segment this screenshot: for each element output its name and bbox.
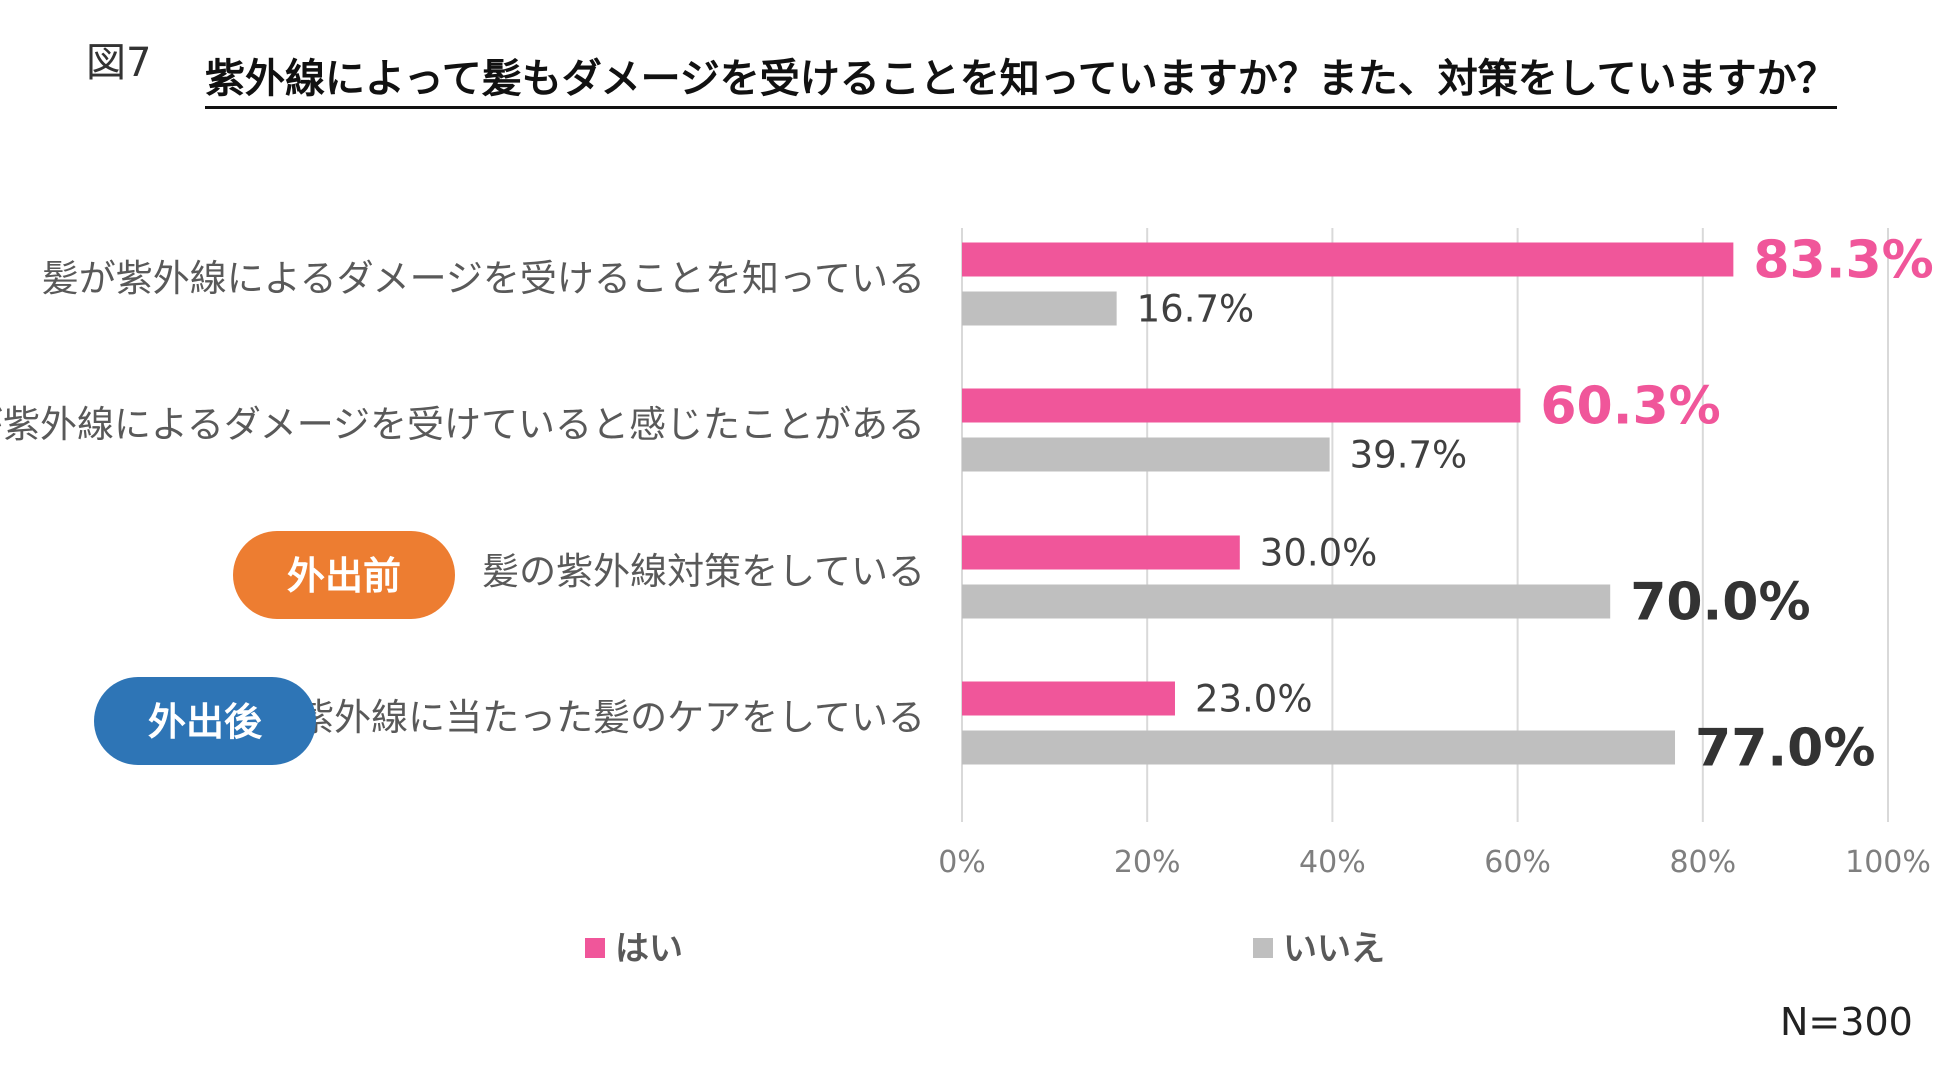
legend-no-label: いいえ	[1283, 929, 1385, 969]
tick-label-20: 20%	[1114, 845, 1181, 880]
category-label-2: 髪が紫外線によるダメージを受けていると感じたことがある	[0, 403, 925, 446]
category-label-3: 髪の紫外線対策をしている	[482, 550, 925, 593]
figure-label: 図7	[86, 40, 152, 86]
legend-yes-swatch	[585, 938, 605, 958]
chart-title: 紫外線によって髪もダメージを受けることを知っていますか？また、対策をしていますか…	[205, 46, 1837, 109]
value-label-no-1: 16.7%	[1137, 288, 1255, 331]
bars	[962, 242, 1734, 765]
tag-before-outing-label: 外出前	[287, 554, 401, 598]
value-label-yes-4: 23.0%	[1195, 678, 1313, 721]
value-label-no-3: 70.0%	[1630, 573, 1810, 633]
bar-no-3	[962, 584, 1611, 619]
tick-label-80: 80%	[1669, 845, 1736, 880]
legend-yes-label: はい	[615, 929, 683, 969]
gridlines	[961, 228, 1889, 822]
value-label-yes-2: 60.3%	[1540, 377, 1720, 437]
tick-label-0: 0%	[938, 845, 986, 880]
value-labels: 83.3% 16.7% 60.3% 39.7% 30.0% 70.0% 23.0% 77.0%	[1137, 231, 1934, 779]
bar-yes-1	[962, 242, 1734, 277]
tick-label-100: 100%	[1845, 845, 1931, 880]
value-label-no-4: 77.0%	[1695, 719, 1875, 779]
bar-yes-2	[962, 388, 1521, 423]
legend: はい いいえ	[585, 929, 1385, 969]
value-label-no-2: 39.7%	[1350, 434, 1468, 477]
sample-size-note: N=300	[1780, 1000, 1913, 1044]
category-labels: 髪が紫外線によるダメージを受けることを知っている髪が紫外線によるダメージを受けて…	[0, 257, 925, 765]
category-label-4: 紫外線に当たった髪のケアをしている	[297, 696, 925, 739]
value-label-yes-1: 83.3%	[1753, 231, 1933, 291]
bar-no-4	[962, 730, 1676, 765]
bar-yes-4	[962, 681, 1175, 716]
tag-before-outing	[233, 531, 455, 619]
value-label-yes-3: 30.0%	[1260, 532, 1378, 575]
tag-after-outing-label: 外出後	[148, 700, 263, 744]
bar-yes-3	[962, 535, 1240, 570]
x-axis-ticks: 0% 20% 40% 60% 80% 100%	[938, 845, 1931, 880]
tag-after-outing	[94, 677, 316, 765]
tick-label-60: 60%	[1484, 845, 1551, 880]
tick-label-40: 40%	[1299, 845, 1366, 880]
legend-no-swatch	[1253, 938, 1273, 958]
bar-no-2	[962, 437, 1330, 472]
category-label-1: 髪が紫外線によるダメージを受けることを知っている	[42, 257, 925, 300]
bar-no-1	[962, 291, 1117, 326]
